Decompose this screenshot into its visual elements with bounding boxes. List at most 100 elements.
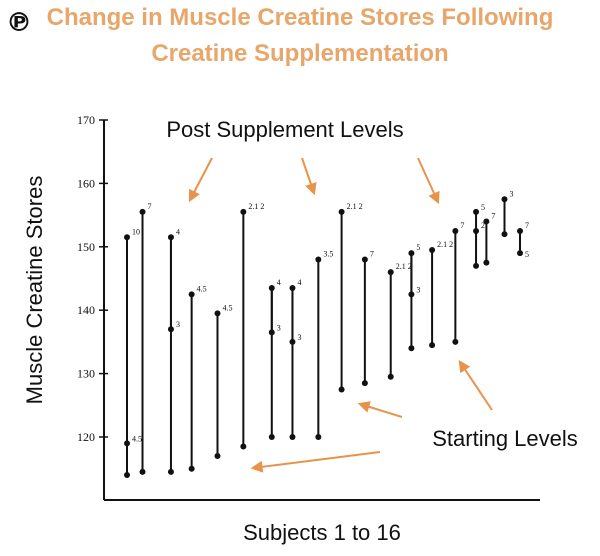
post-point [240,208,247,215]
post-point [501,196,508,203]
subject-5: 4.5 [214,303,232,460]
mid-point [268,329,275,336]
start-point [289,434,296,440]
subject-9: 3.5 [315,249,333,440]
post-point [483,218,490,225]
start-point [473,262,480,269]
annotation-arrow [301,157,317,196]
subject-6: 2.1 2 [240,202,264,450]
start-point [338,386,345,393]
y-tick-label: 120 [77,430,95,444]
post-data-label: 7 [491,211,495,220]
start-point [501,231,508,238]
subject-12: 2.1 2 [387,262,412,380]
annotation-arrow [250,451,381,473]
post-point [452,227,459,234]
post-data-label: 3 [509,189,513,198]
post-data-label: 7 [148,202,152,211]
post-data-label: 2.1 2 [347,202,363,211]
annotation-arrow [417,157,440,205]
y-axis-label: Muscle Creatine Stores [22,176,47,405]
mid-data-label: 3 [176,320,180,329]
subject-4: 4.5 [188,284,207,472]
start-data-label: 5 [525,250,529,259]
start-point [408,345,415,352]
post-point [387,269,394,276]
chart-title-line1: Change in Muscle Creatine Stores Followi… [46,4,554,31]
subject-19: 75 [517,221,529,259]
post-data-label: 2 [481,221,485,230]
start-point [452,338,459,345]
post-data-label: 4.5 [197,284,207,293]
start-point [124,472,130,479]
subject-3: 43 [167,227,180,475]
x-axis-label: Subjects 1 to 16 [243,520,401,545]
post-point [188,291,195,298]
mid-data-label: 5 [481,203,485,212]
start-point [188,465,195,472]
start-point [517,250,523,257]
post-data-label: 7 [460,221,464,230]
subject-18: 3 [501,189,513,238]
annotation-arrow [357,401,403,418]
annotation-arrow [188,157,213,203]
post-point [429,246,436,253]
subject-11: 7 [361,249,374,387]
post-data-label: 4 [297,278,301,287]
pinterest-logo-icon[interactable]: ℗ [6,8,32,38]
mid-point [473,208,480,215]
post-data-label: 10 [132,227,140,236]
subject-7: 43 [268,278,281,440]
subject-1: 104.5 [124,227,142,479]
chart-annotations: Post Supplement Levels Starting Levels [166,117,578,473]
post-data-label: 3.5 [323,249,333,258]
subject-2: 7 [139,202,152,475]
post-point [338,208,345,215]
mid-point [289,338,296,345]
post-supplement-annotation: Post Supplement Levels [166,117,403,142]
mid-point [124,440,130,447]
post-point [139,208,146,215]
subject-16: 25 [473,203,485,269]
mid-data-label: 4.5 [132,434,142,443]
subject-10: 2.1 2 [338,202,363,393]
y-tick-label: 160 [77,176,95,190]
start-point [483,259,490,266]
mid-data-label: 3 [297,333,301,342]
post-data-label: 2.1 2 [396,262,412,271]
start-point [315,434,322,440]
chart-axes: 120 130 140 150 160 170 Muscle Creatine Stores… [22,113,540,545]
y-tick-label: 130 [77,367,95,381]
start-point [361,380,368,387]
post-point [361,256,368,263]
start-point [268,434,275,440]
post-point [315,256,322,263]
start-point [387,373,394,380]
chart-title-line2: Creatine Supplementation [151,40,449,67]
y-tick-label: 170 [77,113,95,127]
post-point [214,310,221,317]
post-data-label: 4 [176,227,180,236]
start-point [214,453,221,460]
mid-data-label: 3 [416,285,420,294]
subject-17: 7 [483,211,495,266]
subject-14: 2.1 2 [429,240,453,349]
subject-8: 43 [289,278,301,440]
y-tick-label: 140 [77,303,95,317]
starting-levels-annotation: Starting Levels [432,426,578,451]
post-data-label: 7 [525,221,529,230]
start-point [429,342,436,349]
y-tick-label: 150 [77,240,95,254]
post-data-label: 4.5 [222,303,232,312]
mid-point [167,326,174,333]
subject-15: 7 [452,221,464,345]
start-point [240,443,247,450]
mid-point [408,291,415,298]
post-data-label: 4 [277,278,281,287]
annotation-arrow [458,360,493,411]
start-point [139,468,146,475]
post-data-label: 2.1 2 [437,240,453,249]
post-data-label: 2.1 2 [248,202,264,211]
